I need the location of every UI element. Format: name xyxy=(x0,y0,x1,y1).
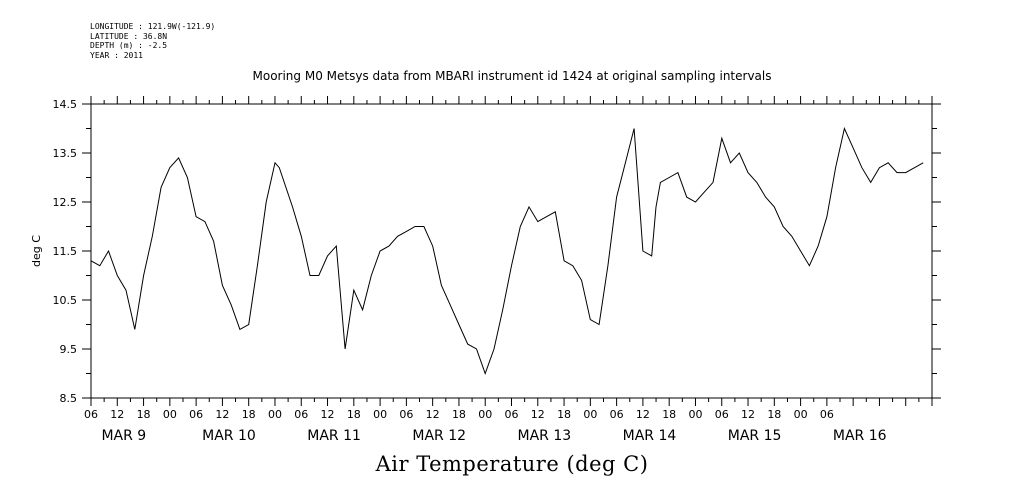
x-tick-label: 00 xyxy=(794,408,808,421)
x-tick-label: 06 xyxy=(820,408,834,421)
x-tick-label: 18 xyxy=(767,408,781,421)
chart-svg: 8.5 9.5 10.5 11.5 12.5 13.5 14.5 deg C 06 12 18 00 0… xyxy=(30,96,941,444)
x-tick-label: 12 xyxy=(215,408,229,421)
series-line xyxy=(90,126,924,375)
chart-title: Mooring M0 Metsys data from MBARI instru… xyxy=(252,69,772,83)
meta-depth: DEPTH (m) : -2.5 xyxy=(90,41,168,50)
x-date-label: MAR 9 xyxy=(101,428,146,444)
x-tick-label: 18 xyxy=(662,408,676,421)
x-date-label: MAR 12 xyxy=(412,428,466,444)
x-date-label: MAR 14 xyxy=(623,428,677,444)
y-tick-label: 14.5 xyxy=(53,98,78,111)
x-tick-label: 00 xyxy=(373,408,387,421)
x-tick-label: 18 xyxy=(242,408,256,421)
x-tick-label: 06 xyxy=(505,408,519,421)
x-tick-label: 12 xyxy=(321,408,335,421)
x-tick-label: 06 xyxy=(294,408,308,421)
x-tick-label: 12 xyxy=(110,408,124,421)
x-tick-label: 12 xyxy=(531,408,545,421)
x-tick-label: 12 xyxy=(636,408,650,421)
x-tick-label: 06 xyxy=(610,408,624,421)
x-date-label: MAR 15 xyxy=(728,428,782,444)
x-tick-label: 00 xyxy=(583,408,597,421)
x-tick-label: 06 xyxy=(399,408,413,421)
x-tick-label: 06 xyxy=(715,408,729,421)
y-tick-label: 8.5 xyxy=(60,392,78,405)
x-tick-label: 06 xyxy=(189,408,203,421)
x-date-label: MAR 13 xyxy=(518,428,572,444)
meta-year: YEAR : 2011 xyxy=(90,50,143,60)
x-date-label: MAR 10 xyxy=(202,428,256,444)
meta-latitude: LATITUDE : 36.8N xyxy=(90,31,168,41)
x-tick-label: 00 xyxy=(478,408,492,421)
x-tick-label: 18 xyxy=(452,408,466,421)
x-date-label: MAR 16 xyxy=(833,428,887,444)
x-tick-label: 00 xyxy=(268,408,282,421)
x-tick-label: 18 xyxy=(557,408,571,421)
x-tick-label: 00 xyxy=(163,408,177,421)
y-tick-label: 9.5 xyxy=(60,343,78,356)
y-axis-label: deg C xyxy=(30,235,43,267)
y-tick-label: 10.5 xyxy=(53,294,78,307)
plot-frame xyxy=(90,103,933,399)
x-tick-label: 06 xyxy=(84,408,98,421)
y-tick-label: 12.5 xyxy=(53,196,78,209)
y-tick-label: 11.5 xyxy=(53,245,78,258)
x-tick-label: 12 xyxy=(741,408,755,421)
x-tick-label: 12 xyxy=(426,408,440,421)
chart-bottom-title: Air Temperature (deg C) xyxy=(375,452,649,476)
x-tick-label: 18 xyxy=(347,408,361,421)
y-tick-label: 13.5 xyxy=(53,147,78,160)
metadata-block: LONGITUDE : 121.9W(-121.9) LATITUDE : 36… xyxy=(90,22,215,60)
meta-longitude: LONGITUDE : 121.9W(-121.9) xyxy=(90,22,216,31)
x-tick-label: 00 xyxy=(688,408,702,421)
x-tick-label: 18 xyxy=(137,408,151,421)
x-date-label: MAR 11 xyxy=(307,428,361,444)
